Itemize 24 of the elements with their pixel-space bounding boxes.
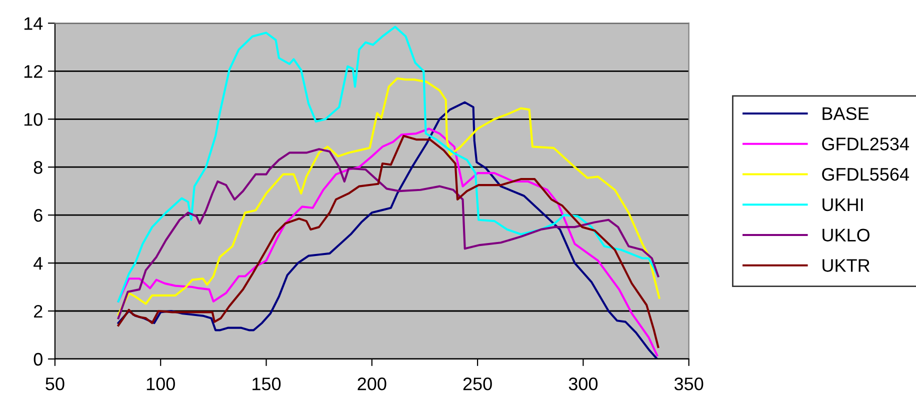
x-tick-label: 100 — [146, 378, 175, 390]
x-tick-label: 50 — [46, 378, 64, 390]
y-tick-label: 2 — [34, 304, 42, 318]
y-tick-label: 8 — [34, 161, 42, 174]
line-series — [117, 26, 660, 302]
legend-label: GFDL5564 — [822, 168, 909, 181]
y-tick-label: 14 — [24, 17, 43, 30]
y-tick-label: 0 — [34, 352, 42, 366]
legend-label: BASE — [822, 107, 869, 120]
legend-label: UKTR — [822, 259, 870, 272]
x-tick-label: 300 — [568, 378, 598, 390]
legend-label: UKHI — [822, 198, 863, 212]
x-tick-label: 250 — [463, 378, 492, 390]
y-tick-label: 10 — [24, 113, 42, 126]
y-tick-label: 4 — [34, 257, 43, 270]
line-series — [117, 77, 660, 316]
x-tick-label: 350 — [674, 378, 704, 390]
line-series — [117, 148, 660, 320]
x-tick-label: 200 — [358, 378, 386, 390]
y-tick-label: 6 — [34, 209, 42, 222]
x-tick-label: 150 — [252, 378, 281, 390]
y-tick-label: 12 — [24, 65, 42, 78]
legend-label: GFDL2534 — [822, 138, 909, 150]
legend-label: UKLO — [822, 228, 870, 242]
